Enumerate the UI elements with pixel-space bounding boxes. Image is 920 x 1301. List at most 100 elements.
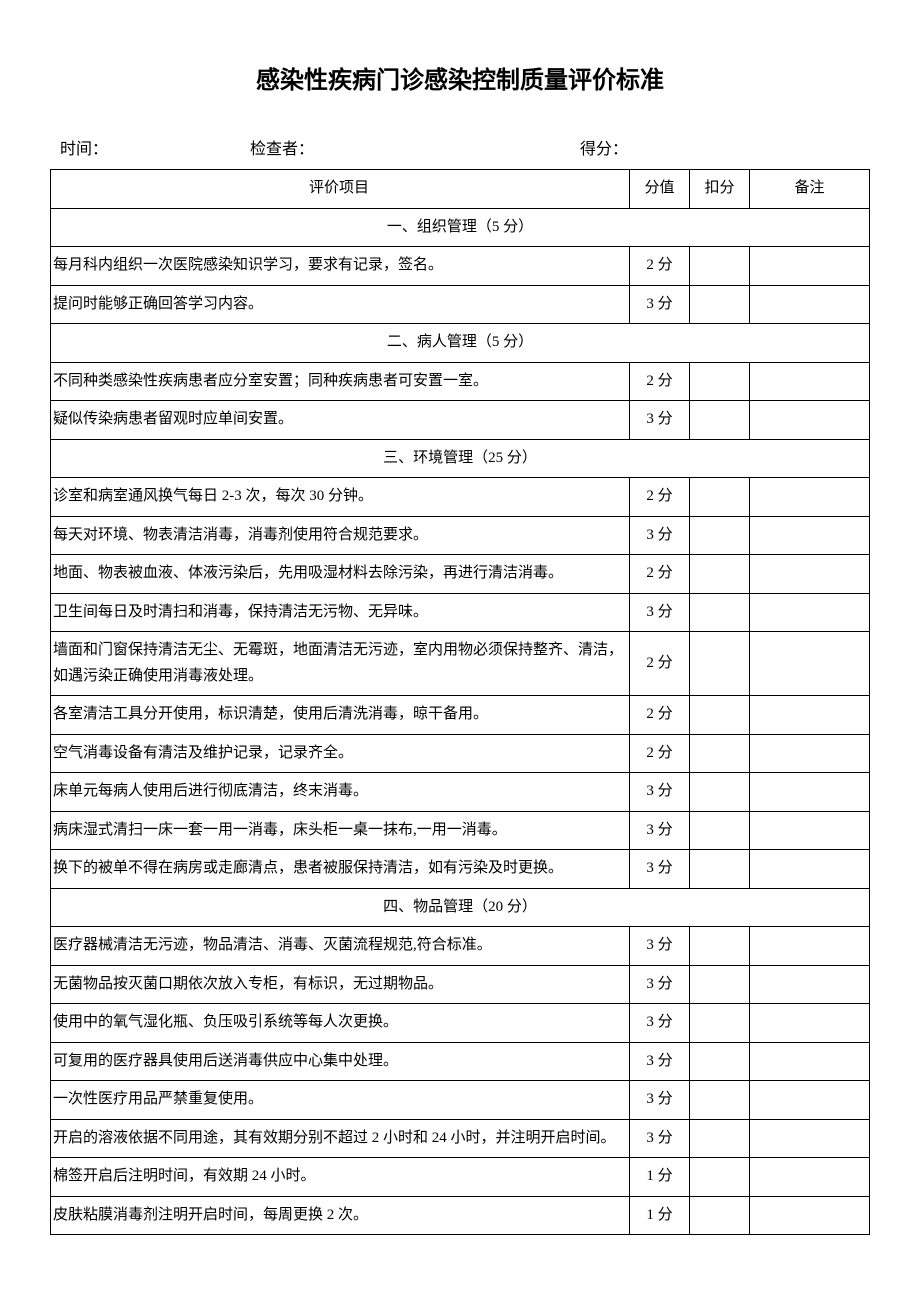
score-cell: 2 分 — [630, 734, 690, 773]
item-cell: 卫生间每日及时清扫和消毒，保持清洁无污物、无异味。 — [51, 593, 630, 632]
meta-checker-label: 检查者： — [250, 135, 580, 159]
table-row: 棉签开启后注明时间，有效期 24 小时。1 分 — [51, 1158, 870, 1197]
note-cell — [750, 927, 870, 966]
deduct-cell — [690, 632, 750, 696]
item-cell: 墙面和门窗保持清洁无尘、无霉斑，地面清洁无污迹，室内用物必须保持整齐、清洁，如遇… — [51, 632, 630, 696]
section-title: 二、病人管理（5 分） — [51, 324, 870, 363]
item-cell: 不同种类感染性疾病患者应分室安置；同种疾病患者可安置一室。 — [51, 362, 630, 401]
score-cell: 2 分 — [630, 247, 690, 286]
note-cell — [750, 850, 870, 889]
header-deduct: 扣分 — [690, 170, 750, 209]
item-cell: 开启的溶液依据不同用途，其有效期分别不超过 2 小时和 24 小时，并注明开启时… — [51, 1119, 630, 1158]
item-cell: 诊室和病室通风换气每日 2-3 次，每次 30 分钟。 — [51, 478, 630, 517]
score-cell: 3 分 — [630, 516, 690, 555]
score-cell: 2 分 — [630, 362, 690, 401]
item-cell: 可复用的医疗器具使用后送消毒供应中心集中处理。 — [51, 1042, 630, 1081]
item-cell: 疑似传染病患者留观时应单间安置。 — [51, 401, 630, 440]
item-cell: 一次性医疗用品严禁重复使用。 — [51, 1081, 630, 1120]
note-cell — [750, 965, 870, 1004]
score-cell: 2 分 — [630, 478, 690, 517]
table-row: 可复用的医疗器具使用后送消毒供应中心集中处理。3 分 — [51, 1042, 870, 1081]
evaluation-table: 评价项目 分值 扣分 备注 一、组织管理（5 分）每月科内组织一次医院感染知识学… — [50, 169, 870, 1235]
score-cell: 3 分 — [630, 1004, 690, 1043]
item-cell: 空气消毒设备有清洁及维护记录，记录齐全。 — [51, 734, 630, 773]
item-cell: 每天对环境、物表清洁消毒，消毒剂使用符合规范要求。 — [51, 516, 630, 555]
note-cell — [750, 773, 870, 812]
item-cell: 床单元每病人使用后进行彻底清洁，终末消毒。 — [51, 773, 630, 812]
score-cell: 3 分 — [630, 1042, 690, 1081]
section-header-row: 二、病人管理（5 分） — [51, 324, 870, 363]
deduct-cell — [690, 478, 750, 517]
score-cell: 3 分 — [630, 593, 690, 632]
deduct-cell — [690, 1004, 750, 1043]
deduct-cell — [690, 401, 750, 440]
note-cell — [750, 632, 870, 696]
table-row: 诊室和病室通风换气每日 2-3 次，每次 30 分钟。2 分 — [51, 478, 870, 517]
score-cell: 3 分 — [630, 1081, 690, 1120]
table-row: 皮肤粘膜消毒剂注明开启时间，每周更换 2 次。1 分 — [51, 1196, 870, 1235]
section-header-row: 三、环境管理（25 分） — [51, 439, 870, 478]
section-title: 一、组织管理（5 分） — [51, 208, 870, 247]
item-cell: 各室清洁工具分开使用，标识清楚，使用后清洗消毒，晾干备用。 — [51, 696, 630, 735]
header-note: 备注 — [750, 170, 870, 209]
section-title: 三、环境管理（25 分） — [51, 439, 870, 478]
note-cell — [750, 516, 870, 555]
table-row: 疑似传染病患者留观时应单间安置。3 分 — [51, 401, 870, 440]
section-title: 四、物品管理（20 分） — [51, 888, 870, 927]
deduct-cell — [690, 850, 750, 889]
table-row: 空气消毒设备有清洁及维护记录，记录齐全。2 分 — [51, 734, 870, 773]
note-cell — [750, 1158, 870, 1197]
deduct-cell — [690, 773, 750, 812]
table-row: 开启的溶液依据不同用途，其有效期分别不超过 2 小时和 24 小时，并注明开启时… — [51, 1119, 870, 1158]
table-header-row: 评价项目 分值 扣分 备注 — [51, 170, 870, 209]
deduct-cell — [690, 1158, 750, 1197]
score-cell: 3 分 — [630, 850, 690, 889]
note-cell — [750, 285, 870, 324]
deduct-cell — [690, 362, 750, 401]
header-item: 评价项目 — [51, 170, 630, 209]
deduct-cell — [690, 696, 750, 735]
table-row: 床单元每病人使用后进行彻底清洁，终末消毒。3 分 — [51, 773, 870, 812]
score-cell: 2 分 — [630, 696, 690, 735]
note-cell — [750, 1196, 870, 1235]
meta-row: 时间： 检查者： 得分： — [50, 135, 870, 159]
score-cell: 3 分 — [630, 965, 690, 1004]
item-cell: 皮肤粘膜消毒剂注明开启时间，每周更换 2 次。 — [51, 1196, 630, 1235]
note-cell — [750, 555, 870, 594]
note-cell — [750, 696, 870, 735]
score-cell: 3 分 — [630, 401, 690, 440]
table-row: 墙面和门窗保持清洁无尘、无霉斑，地面清洁无污迹，室内用物必须保持整齐、清洁，如遇… — [51, 632, 870, 696]
meta-time-label: 时间： — [60, 135, 250, 159]
table-row: 不同种类感染性疾病患者应分室安置；同种疾病患者可安置一室。2 分 — [51, 362, 870, 401]
deduct-cell — [690, 965, 750, 1004]
note-cell — [750, 1042, 870, 1081]
deduct-cell — [690, 1196, 750, 1235]
score-cell: 3 分 — [630, 773, 690, 812]
table-row: 一次性医疗用品严禁重复使用。3 分 — [51, 1081, 870, 1120]
deduct-cell — [690, 1081, 750, 1120]
item-cell: 地面、物表被血液、体液污染后，先用吸湿材料去除污染，再进行清洁消毒。 — [51, 555, 630, 594]
note-cell — [750, 811, 870, 850]
score-cell: 1 分 — [630, 1196, 690, 1235]
table-row: 使用中的氧气湿化瓶、负压吸引系统等每人次更换。3 分 — [51, 1004, 870, 1043]
score-cell: 3 分 — [630, 285, 690, 324]
document-title: 感染性疾病门诊感染控制质量评价标准 — [50, 60, 870, 95]
table-row: 每天对环境、物表清洁消毒，消毒剂使用符合规范要求。3 分 — [51, 516, 870, 555]
item-cell: 换下的被单不得在病房或走廊清点，患者被服保持清洁，如有污染及时更换。 — [51, 850, 630, 889]
header-score: 分值 — [630, 170, 690, 209]
note-cell — [750, 478, 870, 517]
table-row: 提问时能够正确回答学习内容。3 分 — [51, 285, 870, 324]
score-cell: 3 分 — [630, 927, 690, 966]
score-cell: 3 分 — [630, 811, 690, 850]
section-header-row: 四、物品管理（20 分） — [51, 888, 870, 927]
item-cell: 提问时能够正确回答学习内容。 — [51, 285, 630, 324]
table-row: 病床湿式清扫一床一套一用一消毒，床头柜一桌一抹布,一用一消毒。3 分 — [51, 811, 870, 850]
score-cell: 3 分 — [630, 1119, 690, 1158]
table-row: 换下的被单不得在病房或走廊清点，患者被服保持清洁，如有污染及时更换。3 分 — [51, 850, 870, 889]
table-row: 医疗器械清洁无污迹，物品清洁、消毒、灭菌流程规范,符合标准。3 分 — [51, 927, 870, 966]
item-cell: 使用中的氧气湿化瓶、负压吸引系统等每人次更换。 — [51, 1004, 630, 1043]
table-row: 地面、物表被血液、体液污染后，先用吸湿材料去除污染，再进行清洁消毒。2 分 — [51, 555, 870, 594]
deduct-cell — [690, 555, 750, 594]
deduct-cell — [690, 811, 750, 850]
deduct-cell — [690, 927, 750, 966]
